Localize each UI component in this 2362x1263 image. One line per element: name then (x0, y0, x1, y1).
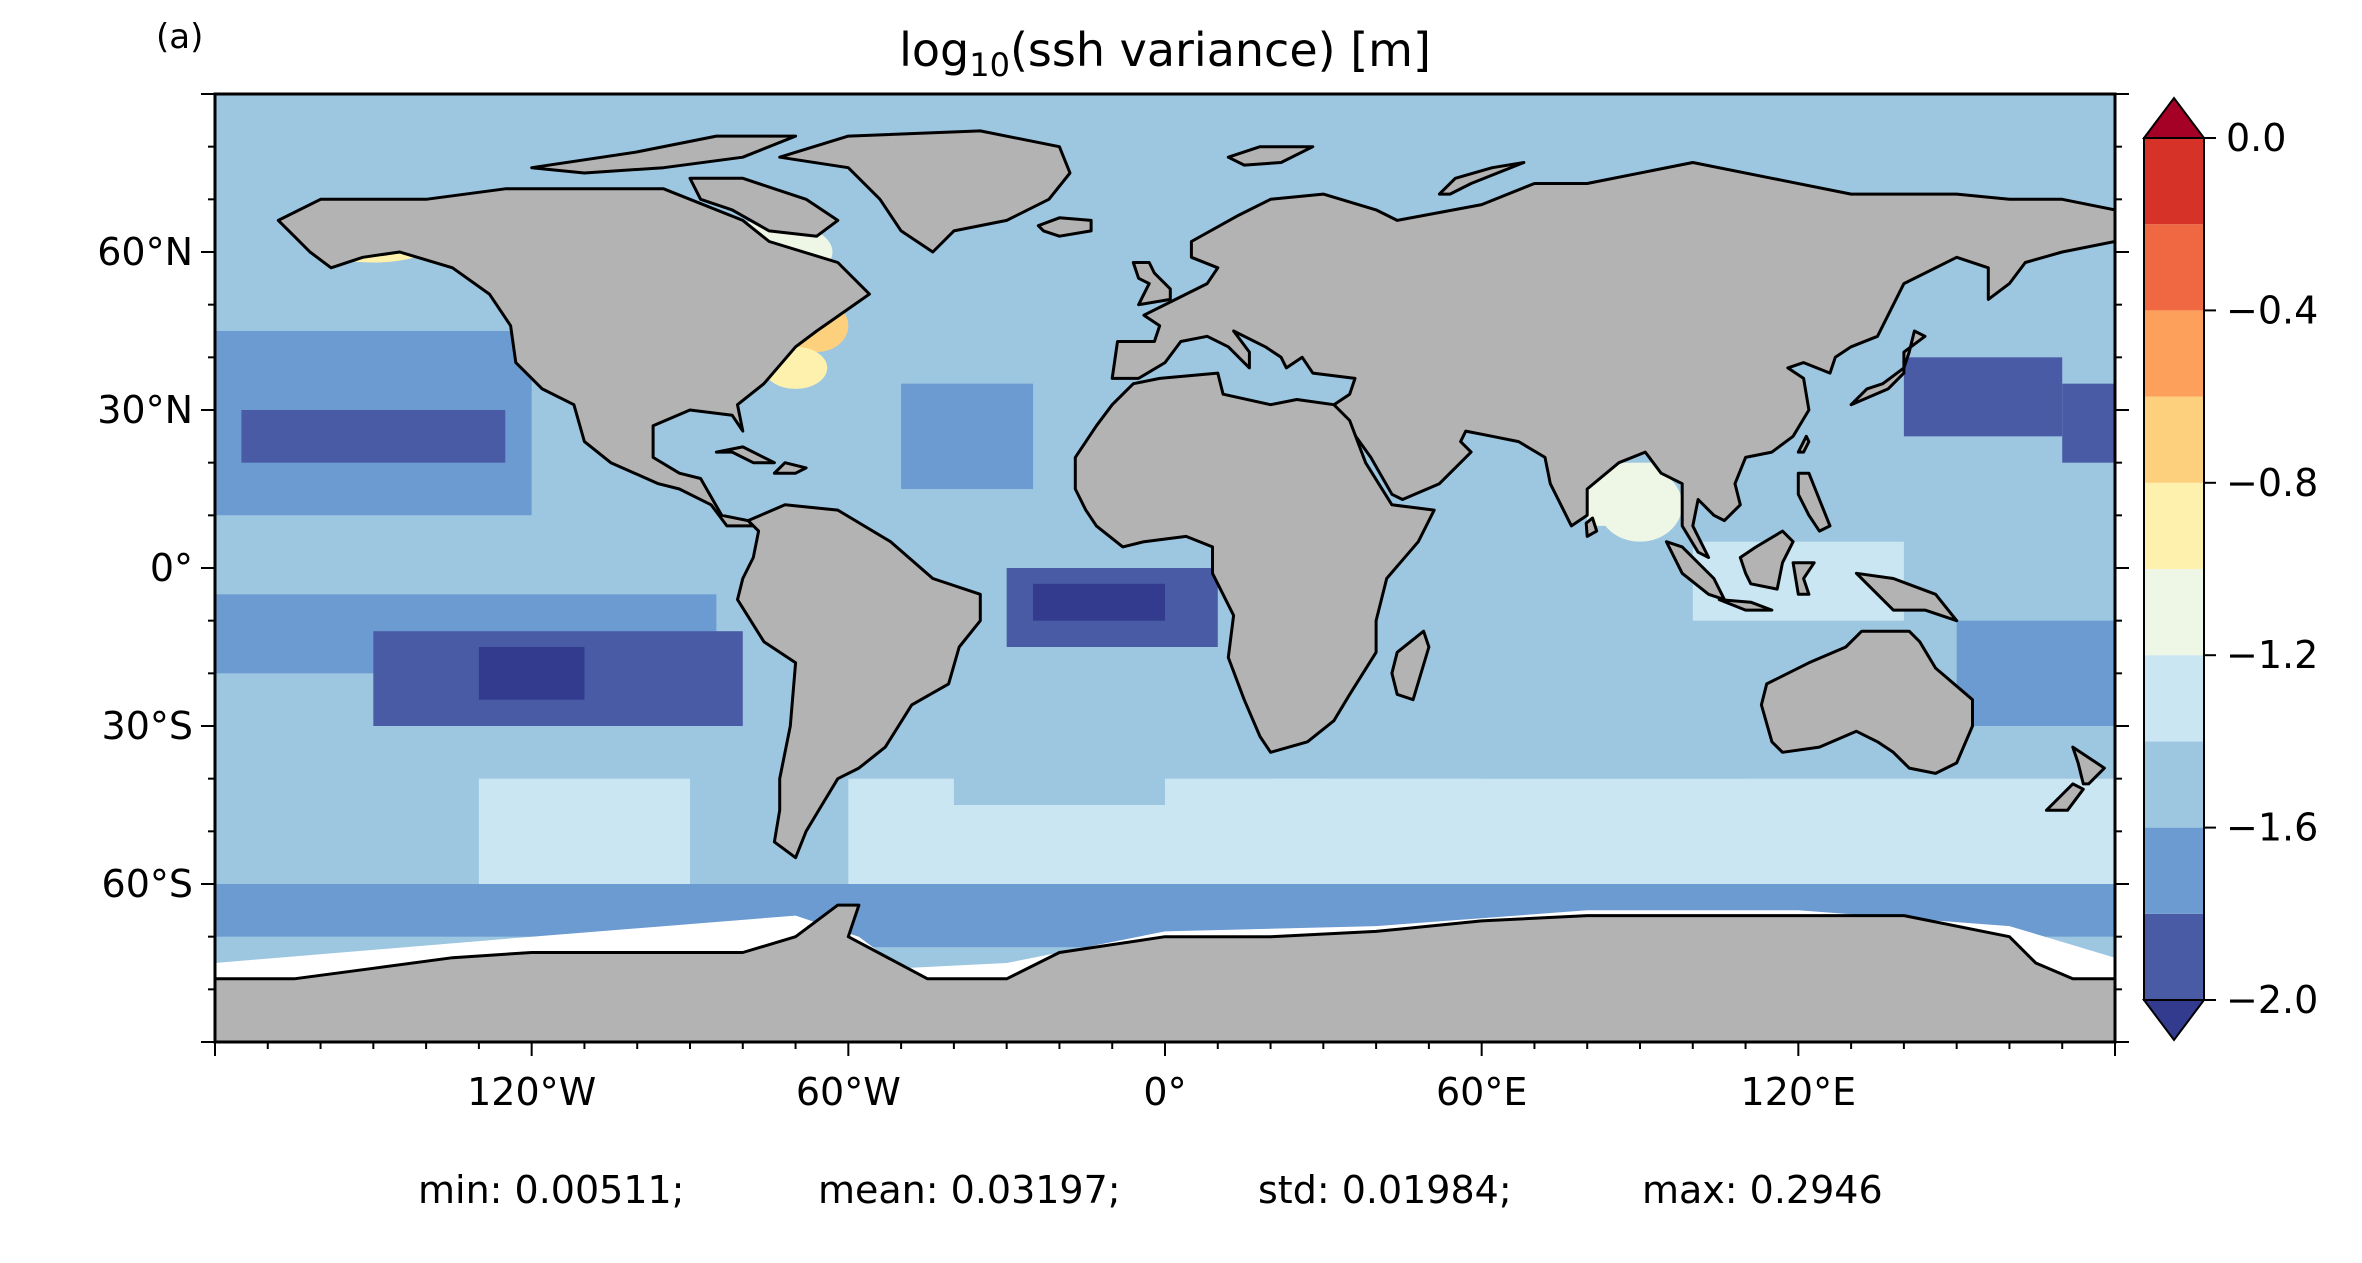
landmass-arctic-islands (530, 134, 798, 175)
ocean-band (1903, 357, 2063, 437)
landmass-novaya-zemlya (1437, 161, 1526, 196)
land-masses (215, 129, 2115, 1042)
colorbar-segment (2144, 913, 2204, 1000)
statistics-line: min: 0.00511; mean: 0.03197; std: 0.0198… (0, 1168, 2362, 1228)
title-subscript: 10 (969, 46, 1010, 84)
colorbar-segment (2144, 741, 2204, 828)
y-tick-label: 0° (150, 546, 193, 590)
landmass-uk (1131, 261, 1172, 307)
ocean-band (1033, 583, 1165, 621)
colorbar-tick-label: −0.8 (2226, 461, 2318, 505)
colorbar-segment (2144, 396, 2204, 483)
landmass-greenland (778, 129, 1072, 254)
landmass-north-america (276, 187, 871, 528)
map-title: log10(ssh variance) [m] (899, 23, 1431, 84)
colorbar-tick-label: −1.2 (2226, 633, 2318, 677)
stat-mean: mean: 0.03197; (818, 1168, 1121, 1212)
landmass-borneo (1738, 529, 1795, 591)
landmass-sri-lanka (1584, 516, 1599, 538)
landmass-australia (1759, 629, 1974, 775)
stat-min: min: 0.00511; (418, 1168, 685, 1212)
colorbar-segment (2144, 655, 2204, 742)
ocean-band (1323, 673, 1746, 779)
landmass-antarctica (215, 903, 2115, 1042)
colorbar-tick-label: −0.4 (2226, 288, 2318, 332)
stat-max: max: 0.2946 (1642, 1168, 1883, 1212)
ocean-band (953, 726, 1165, 805)
colorbar-tick-label: −1.6 (2226, 806, 2318, 850)
ocean-band (215, 515, 717, 595)
y-tick-label: 30°S (102, 704, 193, 748)
colorbar-tick-label: −2.0 (2226, 978, 2318, 1022)
y-tick-label: 60°N (97, 230, 193, 274)
ocean-band (478, 647, 585, 700)
colorbar-segment (2144, 310, 2204, 397)
ocean-band (478, 778, 690, 884)
colorbar-extend-min (2142, 999, 2206, 1042)
landmass-africa (1073, 371, 1436, 754)
landmass-cuba (714, 445, 776, 465)
landmass-south-america (736, 503, 982, 860)
x-tick-label: 60°W (796, 1070, 901, 1114)
y-tick-label: 30°N (97, 388, 193, 432)
x-tick-label: 60°E (1436, 1070, 1527, 1114)
landmass-iceland (1036, 216, 1093, 238)
ocean-band (848, 252, 1060, 358)
title-suffix: (ssh variance) [m] (1010, 23, 1431, 77)
ocean-band (901, 383, 1034, 489)
ocean-anomaly (1597, 467, 1683, 542)
x-tick-label: 120°E (1741, 1070, 1857, 1114)
stat-std: std: 0.01984; (1258, 1168, 1512, 1212)
landmass-philippines (1796, 471, 1832, 533)
map-panel (215, 94, 2115, 1042)
landmass-madagascar (1390, 629, 1431, 702)
colorbar-tick-label: 0.0 (2226, 116, 2286, 160)
landmass-svalbard (1226, 145, 1315, 167)
landmass-java (1717, 598, 1774, 612)
y-axis: 60°N 30°N 0° 30°S 60°S (97, 93, 2129, 1043)
colorbar-frame (2143, 137, 2205, 1001)
landmass-taiwan (1796, 434, 1811, 454)
landmass-sulawesi (1791, 561, 1816, 596)
ocean-band (2062, 383, 2115, 463)
colorbar-segment (2144, 138, 2204, 225)
landmass-hispaniola (772, 461, 808, 475)
y-tick-label: 60°S (102, 862, 193, 906)
landmass-new-zealand (2071, 745, 2106, 786)
landmass-new-guinea (1854, 571, 1959, 623)
ocean-contour-bands (215, 94, 2115, 948)
colorbar-segment (2144, 827, 2204, 914)
title-prefix: log (899, 23, 969, 77)
colorbar: 0.0 −0.4 −0.8 −1.2 −1.6 −2.0 (2142, 96, 2318, 1042)
ocean-band (241, 410, 506, 463)
colorbar-segment (2144, 224, 2204, 311)
x-axis: 120°W 60°W 0° 60°E 120°E (214, 1042, 2116, 1114)
x-tick-label: 120°W (467, 1070, 596, 1114)
colorbar-extend-max (2142, 96, 2206, 139)
landmass-nz-south (2044, 782, 2085, 812)
colorbar-segment (2144, 569, 2204, 656)
colorbar-segment (2144, 482, 2204, 569)
x-tick-label: 0° (1143, 1070, 1186, 1114)
ocean-band (1956, 620, 2115, 726)
landmass-baffin (688, 176, 840, 238)
landmass-japan (1849, 329, 1927, 407)
panel-label: (a) (156, 17, 203, 57)
ocean-band (1270, 778, 1482, 858)
landmass-eurasia (1110, 161, 2115, 559)
